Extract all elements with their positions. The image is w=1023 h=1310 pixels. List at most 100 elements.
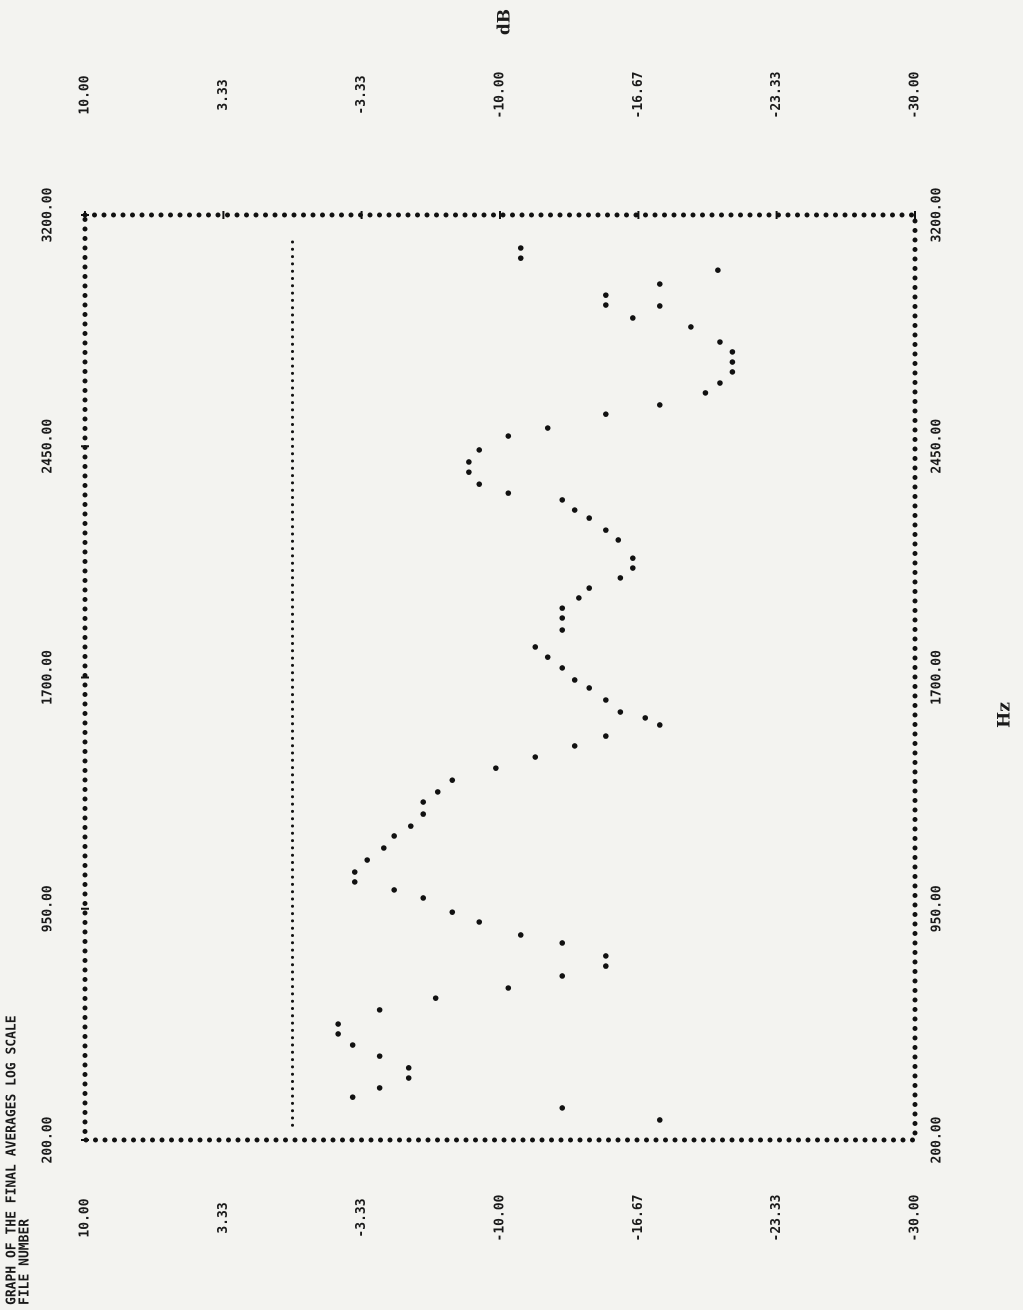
data-point	[532, 754, 539, 760]
data-point	[544, 425, 551, 431]
y-tick-label: -10.00	[493, 1194, 508, 1241]
data-point	[349, 1042, 356, 1048]
data-point	[420, 811, 427, 817]
data-point	[376, 1085, 383, 1091]
data-point	[729, 349, 736, 355]
data-point	[434, 789, 441, 795]
data-point	[603, 953, 609, 959]
data-point	[505, 985, 512, 991]
data-point	[476, 481, 483, 487]
data-point	[586, 685, 593, 691]
x-tick-label: 2450.00	[41, 419, 56, 474]
data-point	[405, 1065, 412, 1071]
data-point	[630, 555, 636, 561]
data-point	[391, 887, 397, 893]
data-point	[603, 411, 609, 417]
data-point	[603, 527, 609, 533]
data-point	[335, 1021, 341, 1027]
x-tick-label: 1700.00	[930, 650, 945, 705]
data-point	[420, 895, 427, 901]
data-point	[717, 339, 723, 345]
data-point	[702, 390, 709, 396]
y-tick-label: -16.67	[631, 72, 646, 119]
data-point	[505, 433, 512, 439]
y-tick-label: -30.00	[908, 1194, 923, 1241]
data-point	[559, 665, 566, 671]
data-point	[351, 869, 358, 875]
data-point	[559, 1105, 566, 1111]
data-point	[603, 292, 609, 298]
x-tick-label: 200.00	[41, 1116, 56, 1163]
data-point	[559, 605, 566, 611]
data-point	[544, 654, 551, 660]
data-point	[407, 823, 414, 829]
data-point	[571, 677, 578, 683]
x-tick-label: 3200.00	[41, 187, 56, 242]
y-tick-label: -3.33	[354, 1198, 369, 1237]
data-point	[656, 303, 663, 309]
data-point	[630, 565, 636, 571]
data-point	[642, 715, 649, 721]
data-point	[571, 743, 578, 749]
x-tick-label: 3200.00	[930, 187, 945, 242]
data-point	[517, 245, 524, 251]
data-point	[656, 402, 663, 408]
data-point	[449, 909, 456, 915]
data-point	[571, 507, 578, 513]
data-point	[559, 497, 566, 503]
chart-title: GRAPH OF THE FINAL AVERAGES LOG SCALE	[5, 1015, 20, 1305]
data-point	[688, 324, 694, 330]
x-tick-label: 950.00	[41, 885, 56, 932]
data-point	[493, 765, 499, 771]
y-tick-label: 10.00	[78, 1198, 93, 1237]
data-point	[656, 1117, 663, 1123]
y-axis-label: dB	[495, 9, 515, 35]
data-point	[617, 575, 624, 581]
data-point	[391, 833, 397, 839]
data-point	[505, 490, 512, 496]
plot-frame	[82, 212, 918, 1143]
data-point	[364, 857, 371, 863]
data-point	[559, 615, 566, 621]
data-point	[517, 255, 524, 261]
y-tick-label: 3.33	[216, 79, 231, 110]
data-point	[603, 302, 609, 308]
data-point	[630, 315, 636, 321]
data-point	[405, 1075, 412, 1081]
y-tick-label: -30.00	[908, 71, 923, 118]
y-tick-label: -3.33	[354, 75, 369, 114]
x-tick-label: 2450.00	[930, 419, 945, 474]
data-point	[376, 1007, 383, 1013]
data-point	[466, 459, 472, 465]
y-tick-label: -23.33	[769, 72, 784, 119]
data-point	[576, 595, 582, 601]
y-tick-label: -16.67	[631, 1195, 646, 1242]
data-point	[376, 1053, 383, 1059]
data-point	[603, 963, 609, 969]
data-point	[559, 627, 566, 633]
data-point	[729, 369, 736, 375]
data-point	[420, 799, 427, 805]
data-point	[559, 973, 566, 979]
data-point	[586, 515, 593, 521]
data-point	[476, 447, 483, 453]
data-point	[432, 995, 439, 1001]
y-tick-label: 3.33	[216, 1202, 231, 1233]
x-axis-label: Hz	[995, 702, 1015, 728]
y-tick-label: 10.00	[78, 75, 93, 114]
data-point	[603, 733, 609, 739]
data-point	[466, 469, 472, 475]
data-point	[715, 267, 721, 273]
data-point	[615, 537, 622, 543]
data-point	[617, 709, 624, 715]
data-point	[729, 359, 736, 365]
data-point	[335, 1031, 341, 1037]
data-point	[532, 644, 539, 650]
x-tick-label: 200.00	[930, 1116, 945, 1163]
data-point	[517, 932, 524, 938]
chart-subtitle: FILE NUMBER	[18, 1219, 33, 1305]
x-tick-label: 1700.00	[41, 650, 56, 705]
data-point	[656, 281, 663, 287]
data-point	[586, 585, 593, 591]
